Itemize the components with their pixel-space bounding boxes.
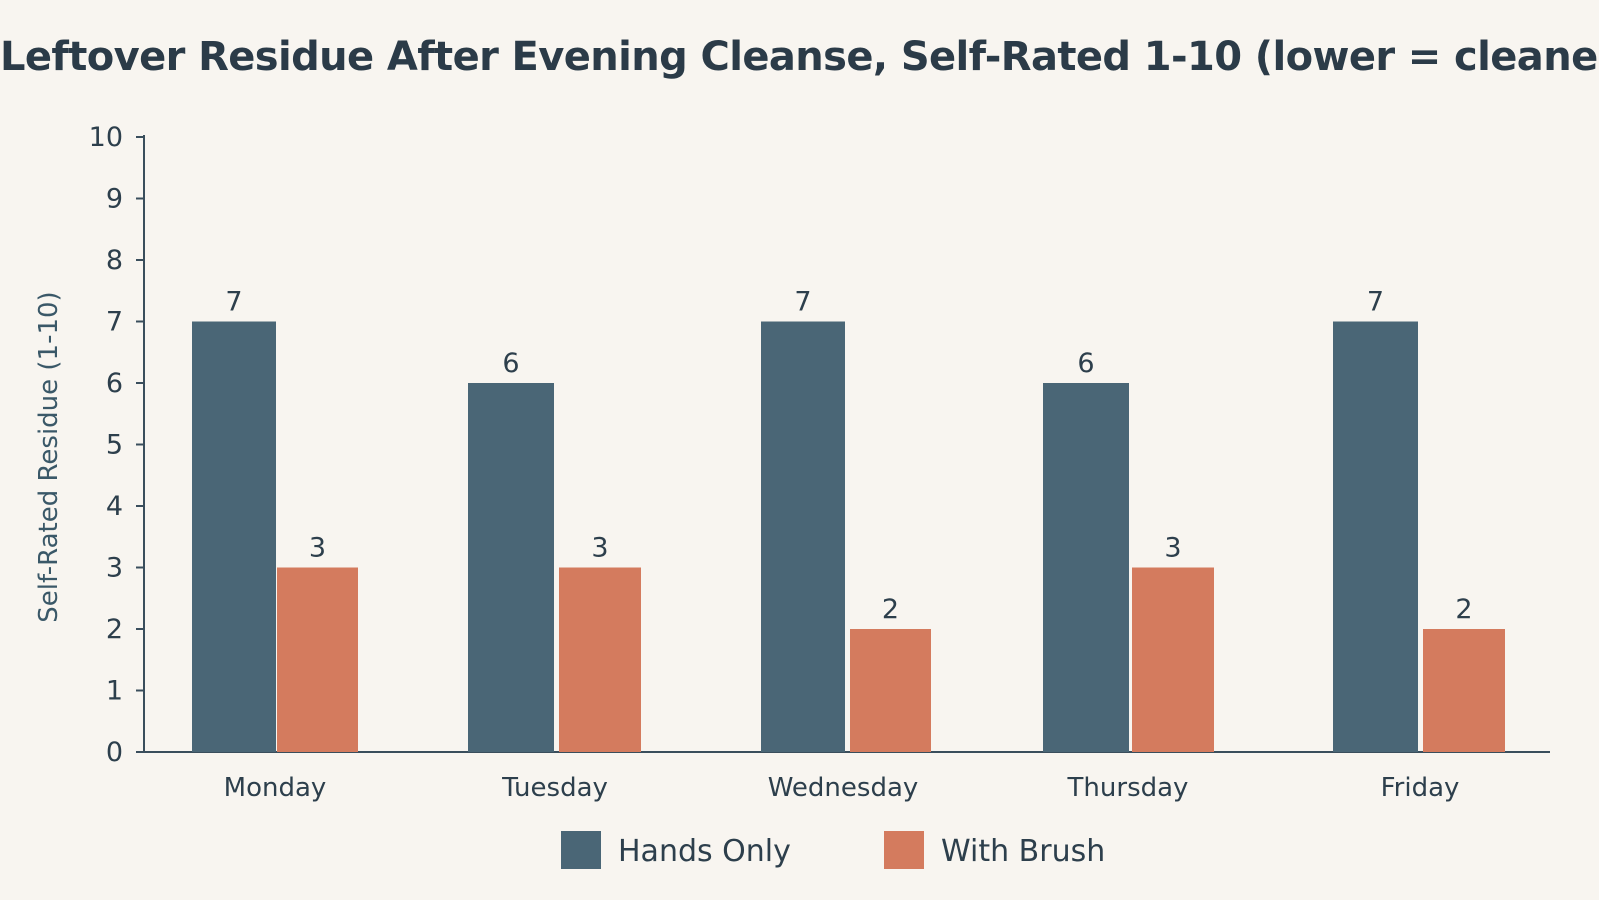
bar-with-brush-monday <box>277 567 358 752</box>
data-label: 3 <box>1164 533 1181 564</box>
legend-label: Hands Only <box>618 834 791 869</box>
y-tick-label: 2 <box>106 614 123 645</box>
y-axis-label: Self-Rated Residue (1-10) <box>34 291 64 622</box>
legend: Hands Only With Brush <box>561 831 1105 869</box>
legend-swatch <box>884 831 924 869</box>
data-label: 7 <box>225 287 242 318</box>
bar-hands-only-tuesday <box>468 383 554 752</box>
bar-with-brush-wednesday <box>850 629 931 752</box>
y-tick-label: 10 <box>89 122 123 153</box>
legend-swatch <box>561 831 601 869</box>
bar-with-brush-friday <box>1423 629 1505 752</box>
y-tick-label: 7 <box>106 307 123 338</box>
data-label: 6 <box>1077 348 1094 379</box>
bar-hands-only-friday <box>1333 321 1418 752</box>
y-tick-label: 1 <box>106 676 123 707</box>
data-label: 3 <box>309 533 326 564</box>
y-tick-label: 6 <box>106 368 123 399</box>
bar-with-brush-thursday <box>1132 567 1214 752</box>
y-tick-label: 0 <box>106 737 123 768</box>
bar-hands-only-monday <box>192 321 276 752</box>
y-tick-label: 9 <box>106 184 123 215</box>
data-labels: 7 3 6 3 7 2 6 3 7 2 <box>225 287 1472 626</box>
bar-hands-only-wednesday <box>761 321 845 752</box>
x-tick-label: Monday <box>224 773 327 803</box>
x-tick-label: Wednesday <box>768 773 919 803</box>
y-tick-label: 8 <box>106 245 123 276</box>
bars <box>192 321 1505 752</box>
data-label: 3 <box>591 533 608 564</box>
y-tick-label: 3 <box>106 553 123 584</box>
axes: 0 1 2 3 4 5 6 7 8 9 10 Monday Tuesday Wednesday Thursd… <box>89 122 1550 803</box>
x-tick-label: Thursday <box>1067 773 1189 803</box>
x-tick-label: Friday <box>1381 773 1460 803</box>
data-label: 2 <box>1455 594 1472 625</box>
legend-label: With Brush <box>941 834 1105 869</box>
data-label: 7 <box>1367 287 1384 318</box>
chart-title: Leftover Residue After Evening Cleanse, … <box>0 34 1599 80</box>
x-tick-label: Tuesday <box>501 773 608 803</box>
data-label: 7 <box>794 287 811 318</box>
data-label: 6 <box>502 348 519 379</box>
y-tick-label: 4 <box>106 491 123 522</box>
bar-hands-only-thursday <box>1043 383 1129 752</box>
data-label: 2 <box>882 594 899 625</box>
bar-with-brush-tuesday <box>559 567 641 752</box>
y-tick-label: 5 <box>106 430 123 461</box>
